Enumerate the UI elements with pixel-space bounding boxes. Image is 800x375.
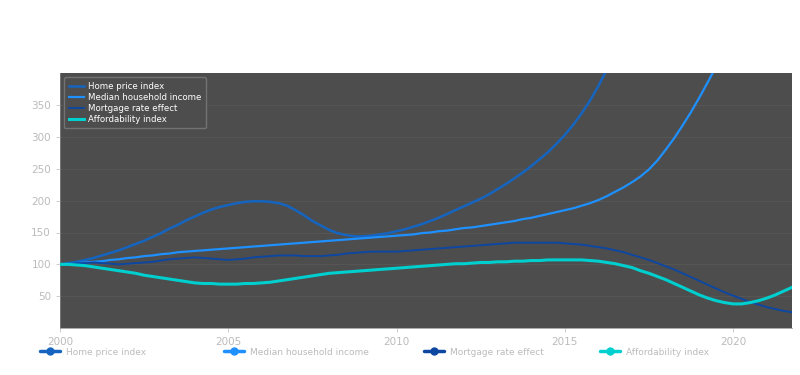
Legend: Home price index, Median household income, Mortgage rate effect, Affordability i: Home price index, Median household incom… (64, 77, 206, 129)
Text: Median household income: Median household income (250, 348, 369, 357)
Text: Home price index: Home price index (66, 348, 146, 357)
Text: Affordability index: Affordability index (626, 348, 709, 357)
Text: Mortgage rate effect: Mortgage rate effect (450, 348, 543, 357)
Text: US housing affordability and drivers of purchasing power rebased to Q1 2000: US housing affordability and drivers of … (10, 15, 618, 29)
